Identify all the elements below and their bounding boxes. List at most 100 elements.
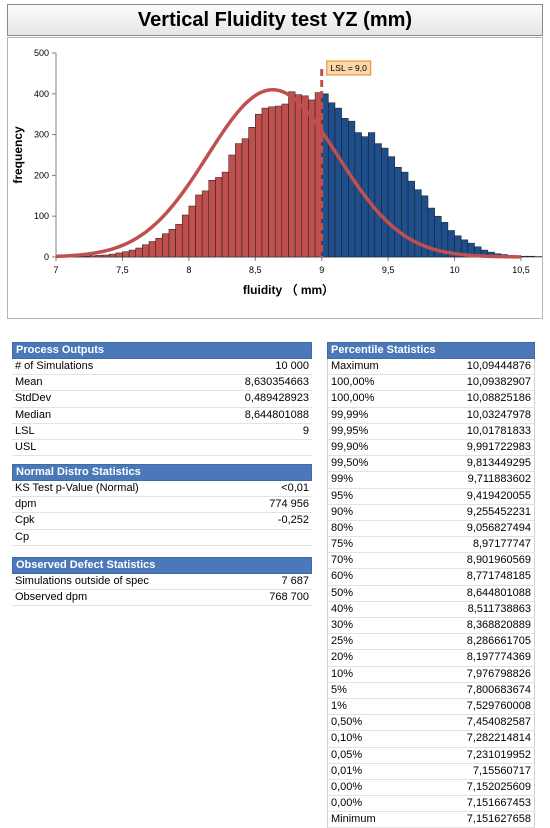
row-value: 7,151667453: [467, 796, 531, 811]
row-value: 9,711883602: [468, 472, 531, 487]
chart-title: Vertical Fluidity test YZ (mm): [7, 4, 543, 36]
row-value: 9,419420055: [467, 489, 531, 504]
row-label: 25%: [331, 634, 353, 649]
row-label: LSL: [15, 424, 35, 439]
row-value: <0,01: [281, 481, 309, 496]
row-value: 8,197774369: [467, 650, 531, 665]
row-label: 90%: [331, 505, 353, 520]
histogram-bar: [103, 255, 110, 257]
histogram-bar: [282, 104, 289, 257]
histogram-bar: [348, 121, 355, 257]
histogram-bar: [142, 245, 149, 257]
row-value: 7,152025609: [467, 780, 531, 795]
histogram-bar: [408, 181, 415, 257]
table-row: 99,95%10,01781833: [327, 424, 535, 440]
histogram-bar: [415, 190, 422, 257]
row-value: 7,976798826: [467, 667, 531, 682]
row-label: 99,50%: [331, 456, 368, 471]
histogram-bar: [355, 133, 362, 257]
table-row: 75% 8,97177747: [327, 537, 535, 553]
row-label: 100,00%: [331, 391, 374, 406]
table-row: 0,00% 7,152025609: [327, 780, 535, 796]
x-axis-label: fluidity （ mm）: [243, 282, 334, 297]
x-tick-label: 10: [450, 265, 460, 275]
x-tick-label: 8: [186, 265, 191, 275]
row-label: dpm: [15, 497, 36, 512]
table-row: LSL 9: [12, 424, 312, 440]
table-row: 25%8,286661705: [327, 634, 535, 650]
row-label: 0,01%: [331, 764, 362, 779]
row-label: StdDev: [15, 391, 51, 406]
histogram-bar: [249, 127, 256, 257]
normal-distro-header: Normal Distro Statistics: [12, 464, 312, 481]
row-value: 7,231019952: [467, 748, 531, 763]
y-tick-label: 400: [34, 89, 49, 99]
row-label: 75%: [331, 537, 353, 552]
row-value: 8,644801088: [467, 586, 531, 601]
histogram-bar: [255, 114, 262, 257]
histogram-bar: [189, 206, 196, 257]
table-row: 40%8,511738863: [327, 602, 535, 618]
row-value: 8,644801088: [245, 408, 309, 423]
row-value: 9,813449295: [467, 456, 531, 471]
row-value: 9: [303, 424, 309, 439]
table-row: 100,00%10,09382907: [327, 375, 535, 391]
x-tick-label: 9: [319, 265, 324, 275]
table-row: 0,01% 7,15560717: [327, 764, 535, 780]
histogram-bar: [176, 224, 183, 257]
y-tick-label: 300: [34, 130, 49, 140]
row-value: 9,056827494: [467, 521, 531, 536]
row-label: Cpk: [15, 513, 35, 528]
histogram-bar: [202, 191, 209, 257]
table-row: Cpk-0,252: [12, 513, 312, 529]
table-row: Cp: [12, 530, 312, 546]
row-value: 8,771748185: [467, 569, 531, 584]
histogram-bar: [182, 215, 189, 257]
row-label: 0,00%: [331, 780, 362, 795]
lsl-label: LSL = 9,0: [331, 63, 368, 73]
x-tick-label: 9,5: [382, 265, 395, 275]
y-tick-label: 100: [34, 211, 49, 221]
row-label: 60%: [331, 569, 353, 584]
histogram-bar: [302, 96, 309, 257]
histogram-bar: [342, 118, 349, 257]
row-value: 7,15560717: [473, 764, 531, 779]
row-value: 10,09382907: [467, 375, 531, 390]
row-value: 8,368820889: [467, 618, 531, 633]
row-label: 95%: [331, 489, 353, 504]
row-label: Minimum: [331, 812, 376, 827]
row-label: 0,10%: [331, 731, 362, 746]
table-row: 0,00%7,151667453: [327, 796, 535, 812]
table-row: 0,10% 7,282214814: [327, 731, 535, 747]
table-row: 90%9,255452231: [327, 505, 535, 521]
histogram-bar: [401, 172, 408, 257]
row-label: Simulations outside of spec: [15, 574, 149, 589]
y-tick-label: 500: [34, 48, 49, 58]
histogram-bar: [96, 255, 103, 257]
histogram-bar: [382, 148, 389, 257]
row-label: Observed dpm: [15, 590, 87, 605]
histogram-bar: [328, 103, 335, 257]
row-value: 7,282214814: [467, 731, 531, 746]
histogram-bar: [375, 144, 382, 257]
row-value: 8,97177747: [473, 537, 531, 552]
row-label: 1%: [331, 699, 347, 714]
row-label: 99,90%: [331, 440, 368, 455]
row-label: 80%: [331, 521, 353, 536]
observed-defect-table: Observed Defect Statistics Simulations o…: [12, 557, 312, 606]
histogram-bar: [289, 92, 296, 257]
histogram-bar: [116, 253, 123, 257]
histogram-bar: [388, 157, 395, 257]
row-label: 0,05%: [331, 748, 362, 763]
histogram-bar: [521, 256, 528, 257]
histogram-bar: [229, 155, 236, 257]
row-label: 50%: [331, 586, 353, 601]
row-label: USL: [15, 440, 36, 455]
table-row: 95% 9,419420055: [327, 489, 535, 505]
